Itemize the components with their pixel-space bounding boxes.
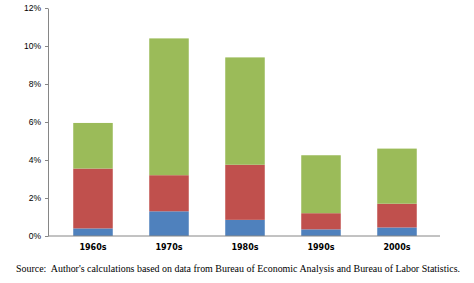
- x-axis-line: [48, 236, 440, 237]
- y-tick: 12%: [24, 3, 48, 13]
- y-tick-label: 2%: [29, 193, 42, 203]
- x-tick-label: 1960s: [79, 243, 106, 252]
- y-tick-mark: [45, 84, 48, 85]
- y-tick: 8%: [29, 79, 48, 89]
- x-tick: 1990s: [307, 243, 334, 252]
- x-axis: 1960s 1970s 1980s 1990s 2000s: [48, 236, 440, 252]
- x-tick-label: 1970s: [155, 243, 182, 252]
- bar-segment: [73, 169, 113, 229]
- y-tick-label: 0%: [29, 231, 42, 241]
- x-tick: 1980s: [231, 243, 258, 252]
- x-tick-label: 1980s: [231, 243, 258, 252]
- bar-segment: [301, 213, 341, 229]
- bar-segment: [377, 227, 417, 236]
- bar-segment: [377, 204, 417, 228]
- x-tick-label: 2000s: [383, 243, 410, 252]
- bar-segment: [301, 155, 341, 213]
- y-tick-mark: [45, 122, 48, 123]
- y-tick-label: 10%: [24, 41, 41, 51]
- y-tick: 4%: [29, 155, 48, 165]
- y-tick: 2%: [29, 193, 48, 203]
- bar-segment: [149, 211, 189, 236]
- y-tick-mark: [45, 160, 48, 161]
- y-tick-mark: [45, 236, 48, 237]
- y-tick-label: 8%: [29, 79, 42, 89]
- bar-segment: [301, 229, 341, 236]
- y-axis-line: [48, 9, 49, 237]
- y-tick-label: 6%: [29, 117, 42, 127]
- bar-segment: [225, 220, 265, 236]
- source-note: Source: Author's calculations based on d…: [16, 263, 460, 274]
- x-tick-label: 1990s: [307, 243, 334, 252]
- x-tick: 1960s: [79, 243, 106, 252]
- bar-segment: [377, 149, 417, 204]
- series: [73, 165, 417, 230]
- bar-segment: [149, 175, 189, 211]
- x-tick: 1970s: [155, 243, 182, 252]
- chart: 0% 2% 4% 6% 8% 10% 12% 1960s 1970s 1980s 1990s 2000…: [0, 0, 474, 283]
- y-tick: 6%: [29, 117, 48, 127]
- y-tick-mark: [45, 46, 48, 47]
- bar-segment: [225, 57, 265, 164]
- bar-segment: [73, 123, 113, 169]
- y-tick-label: 4%: [29, 155, 42, 165]
- y-tick-mark: [45, 8, 48, 9]
- y-tick-label: 12%: [24, 3, 41, 13]
- y-tick: 0%: [29, 231, 48, 241]
- bars: [73, 38, 417, 236]
- bar-segment: [73, 228, 113, 236]
- y-tick-mark: [45, 198, 48, 199]
- y-axis: 0% 2% 4% 6% 8% 10% 12%: [24, 3, 49, 241]
- x-tick: 2000s: [383, 243, 410, 252]
- series: [73, 38, 417, 213]
- y-tick: 10%: [24, 41, 48, 51]
- bar-segment: [225, 165, 265, 220]
- bar-segment: [149, 38, 189, 175]
